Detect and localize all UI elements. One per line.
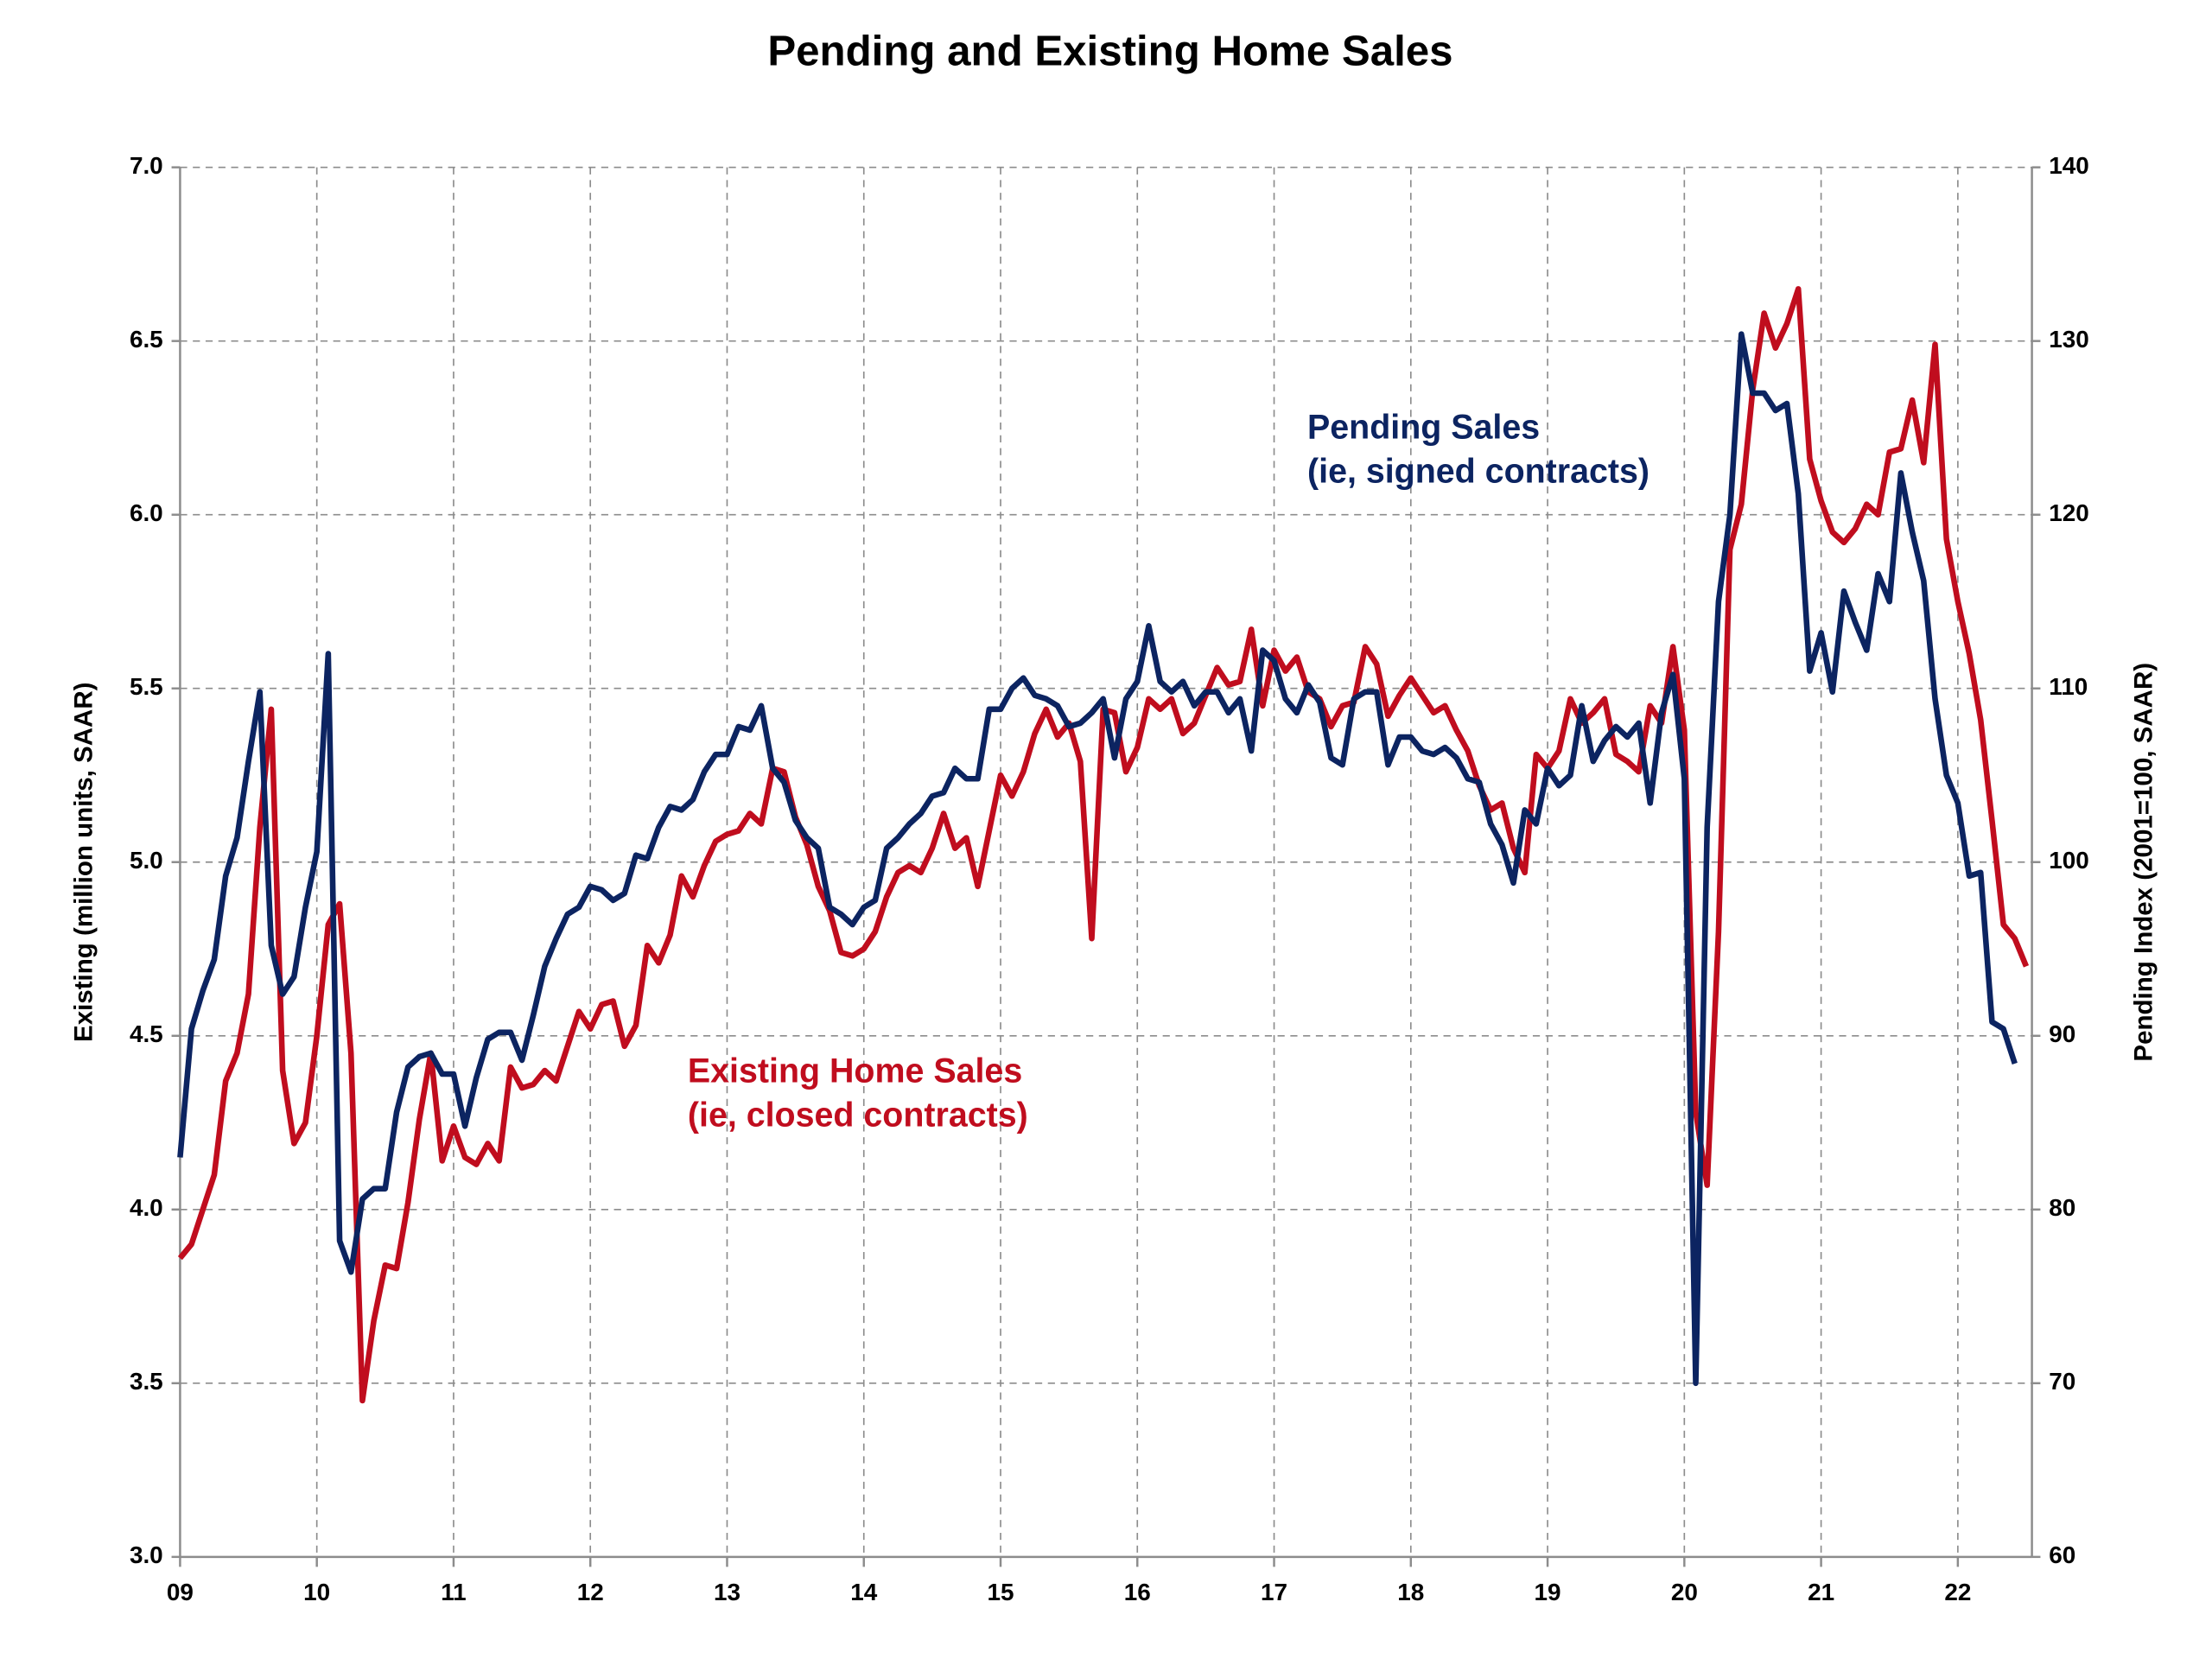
x-tick-label: 17 [1261,1579,1287,1605]
y-axis-label: Existing (million units, SAAR) [69,682,98,1042]
y-tick-label: 4.0 [130,1194,163,1221]
y-tick-label: 7.0 [130,152,163,179]
x-tick-label: 18 [1397,1579,1424,1605]
y2-tick-label: 140 [2049,152,2089,179]
y2-tick-label: 60 [2049,1541,2075,1568]
x-tick-label: 19 [1535,1579,1561,1605]
x-tick-label: 16 [1124,1579,1151,1605]
x-tick-label: 15 [987,1579,1014,1605]
y2-axis-label: Pending Index (2001=100, SAAR) [2130,663,2158,1062]
y2-tick-label: 80 [2049,1194,2075,1221]
series-description: (ie, signed contracts) [1307,453,1649,491]
x-tick-label: 13 [714,1579,741,1605]
series-description: (ie, closed contracts) [688,1096,1028,1135]
y2-tick-label: 130 [2049,326,2089,353]
y-tick-label: 6.0 [130,499,163,526]
y2-tick-label: 70 [2049,1368,2075,1395]
chart-title: Pending and Existing Home Sales [767,27,1452,74]
y-tick-label: 3.5 [130,1368,163,1395]
y-tick-label: 4.5 [130,1020,163,1047]
x-tick-label: 12 [577,1579,604,1605]
y2-tick-label: 120 [2049,499,2089,526]
series-label: Existing Home Sales [688,1052,1022,1090]
x-tick-label: 20 [1671,1579,1698,1605]
x-tick-label: 22 [1944,1579,1971,1605]
series-line [177,286,2030,1404]
y-tick-label: 3.0 [130,1541,163,1568]
x-tick-label: 09 [167,1579,194,1605]
series-line [177,331,2018,1387]
series-label: Pending Sales [1307,409,1540,447]
x-tick-label: 14 [850,1579,878,1605]
y2-tick-label: 90 [2049,1020,2075,1047]
y2-tick-label: 110 [2049,673,2088,700]
y2-tick-label: 100 [2049,847,2089,874]
y-tick-label: 5.0 [130,847,163,874]
x-tick-label: 11 [441,1579,466,1605]
x-tick-label: 10 [303,1579,330,1605]
x-tick-label: 21 [1808,1579,1834,1605]
y-tick-label: 6.5 [130,326,163,353]
y-tick-label: 5.5 [130,673,163,700]
